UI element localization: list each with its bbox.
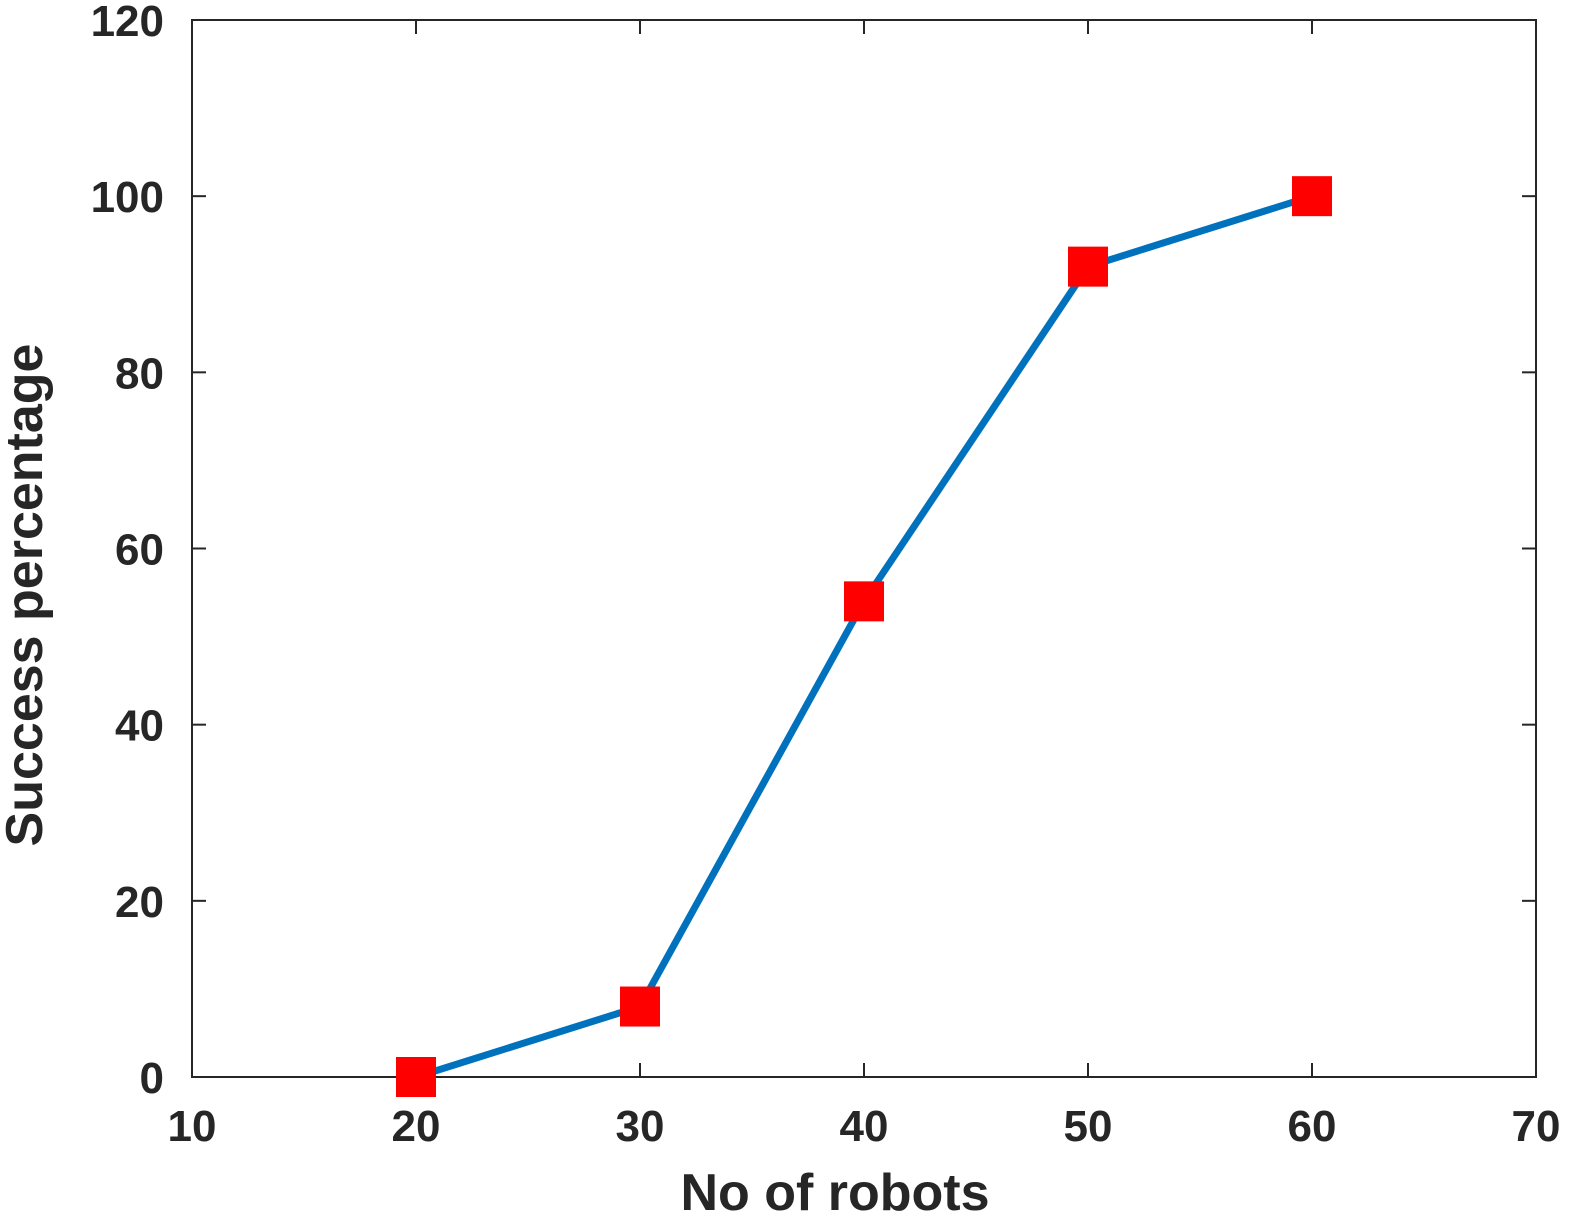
y-tick-label: 0 (140, 1054, 164, 1103)
data-point-marker (620, 986, 660, 1027)
x-tick-label: 30 (616, 1102, 665, 1151)
y-axis-ticks: 0 20 40 60 80 100 120 (91, 0, 1536, 1103)
x-tick-label: 10 (168, 1102, 217, 1151)
data-point-marker (1068, 246, 1108, 287)
y-tick-label: 100 (91, 173, 164, 222)
series-layer (396, 176, 1332, 1097)
plot-area (191, 19, 1537, 1078)
x-tick-label: 70 (1512, 1102, 1561, 1151)
y-tick-label: 120 (91, 0, 164, 46)
y-axis-label: Success percentage (0, 344, 54, 847)
y-tick-label: 20 (115, 878, 164, 927)
x-tick-label: 50 (1064, 1102, 1113, 1151)
x-axis-label: No of robots (680, 1164, 989, 1222)
x-axis-ticks: 10 20 30 40 50 60 70 (168, 20, 1561, 1151)
x-tick-label: 20 (392, 1102, 441, 1151)
x-tick-label: 60 (1288, 1102, 1337, 1151)
data-point-marker (396, 1057, 436, 1097)
y-tick-label: 40 (115, 702, 164, 751)
x-tick-label: 40 (840, 1102, 889, 1151)
data-point-marker (844, 581, 884, 622)
y-tick-label: 60 (115, 526, 164, 575)
data-point-marker (1292, 176, 1332, 217)
y-tick-label: 80 (115, 349, 164, 398)
